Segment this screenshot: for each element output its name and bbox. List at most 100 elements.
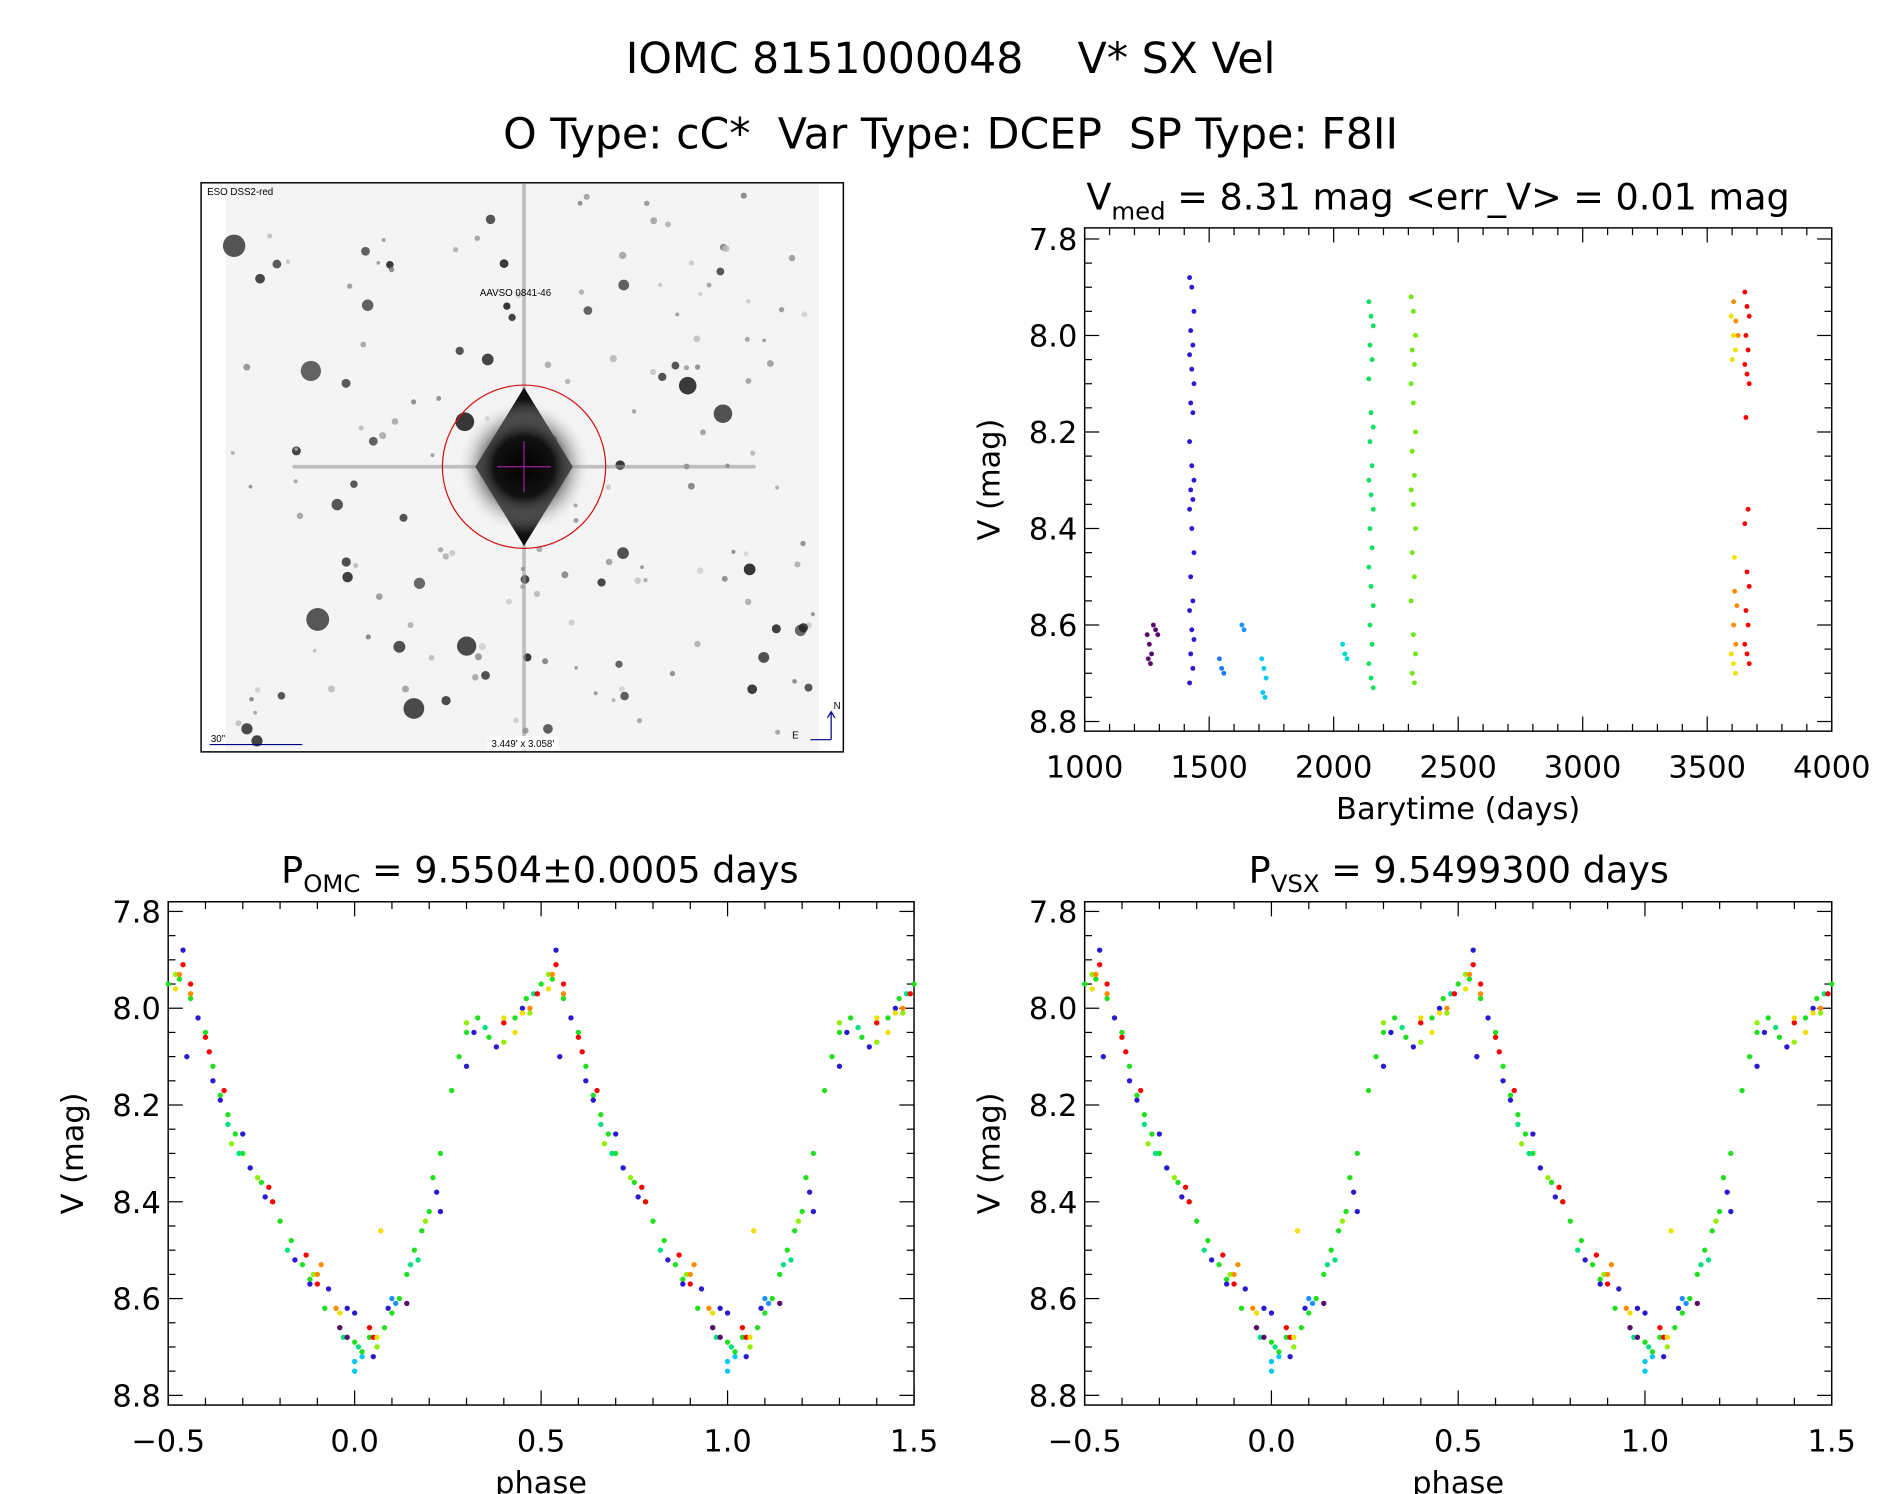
data-point [381, 1324, 388, 1331]
data-point [1365, 1087, 1372, 1094]
star [399, 513, 408, 522]
x-tick-label: 1.0 [703, 1424, 751, 1459]
data-point [1328, 1247, 1334, 1253]
star [341, 378, 351, 388]
data-point [1096, 947, 1103, 953]
star [481, 670, 490, 680]
data-point [493, 1044, 500, 1050]
data-point [519, 1010, 526, 1016]
data-point [1253, 1310, 1260, 1316]
star [381, 237, 386, 243]
data-point [1089, 971, 1095, 978]
data-point [351, 1368, 358, 1374]
data-point [613, 1131, 619, 1137]
data-point [627, 1174, 634, 1181]
data-point [598, 1121, 604, 1128]
data-point [1153, 627, 1159, 633]
data-point [448, 1087, 455, 1094]
x-tick-label: 0.0 [330, 1424, 378, 1459]
star [243, 363, 251, 371]
data-point [1344, 656, 1350, 662]
data-point [605, 1131, 611, 1137]
north-label: N [834, 701, 841, 712]
data-point [288, 1237, 294, 1244]
star [442, 553, 449, 560]
star [744, 336, 750, 342]
star [391, 418, 399, 425]
data-point [210, 1063, 216, 1069]
data-point [758, 1305, 764, 1311]
star [368, 436, 378, 446]
star [505, 598, 512, 605]
x-tick-label: 3500 [1668, 750, 1746, 785]
data-point [1188, 328, 1194, 334]
data-point [1189, 366, 1195, 372]
data-point [1515, 1111, 1521, 1118]
star [267, 233, 273, 239]
data-point [672, 1261, 679, 1268]
data-point [1302, 1305, 1308, 1311]
data-point [1642, 1339, 1648, 1345]
compass-icon [810, 710, 836, 741]
data-point [225, 1121, 231, 1128]
star [758, 651, 770, 663]
data-point [1368, 675, 1374, 681]
data-point [1367, 526, 1373, 531]
data-point [836, 1020, 843, 1026]
data-point [1191, 381, 1197, 387]
data-point [1500, 1063, 1506, 1069]
data-point [1409, 550, 1415, 556]
star [597, 578, 606, 587]
data-point [1440, 995, 1446, 1002]
data-point [557, 1053, 563, 1060]
survey-label: ESO DSS2-red [207, 187, 273, 198]
data-point [598, 1111, 604, 1118]
star [675, 312, 680, 317]
data-point [501, 1039, 507, 1045]
x-tick-label: 1500 [1170, 750, 1248, 785]
star [255, 273, 265, 284]
data-point [184, 1053, 190, 1060]
data-point [900, 1010, 906, 1016]
data-point [1754, 1020, 1760, 1026]
y-axis-title: V (mag) [972, 1092, 1007, 1214]
star [747, 684, 758, 695]
data-point [1380, 1063, 1387, 1069]
star [388, 266, 395, 273]
data-point [389, 1295, 395, 1302]
data-point [1261, 665, 1267, 671]
star [375, 593, 383, 600]
data-point [1477, 981, 1484, 987]
data-point [1189, 627, 1195, 633]
data-point [650, 1218, 656, 1224]
data-point [1190, 665, 1196, 671]
data-point [1190, 598, 1196, 604]
data-point [620, 1165, 626, 1171]
star [671, 361, 680, 370]
data-point [631, 1179, 638, 1186]
star [583, 306, 593, 315]
star [296, 512, 304, 520]
data-point [583, 1078, 589, 1084]
star [605, 558, 613, 566]
data-point [803, 1174, 809, 1181]
data-point [1089, 986, 1095, 992]
data-point [1187, 608, 1193, 613]
data-point [232, 1131, 239, 1137]
data-point [739, 1334, 746, 1340]
y-tick-label: 8.6 [1029, 1283, 1077, 1318]
data-point [1733, 641, 1739, 647]
x-tick-label: 1.5 [1808, 1424, 1856, 1459]
data-point [1403, 1034, 1409, 1040]
data-point [575, 1034, 582, 1040]
data-point [1492, 1029, 1499, 1036]
data-point [1368, 313, 1374, 319]
data-point [1672, 1324, 1678, 1331]
data-point [1526, 1150, 1532, 1157]
data-point [430, 1174, 436, 1181]
data-point [743, 1353, 749, 1360]
data-point [393, 1300, 399, 1307]
star [620, 691, 629, 701]
data-point [1219, 665, 1225, 671]
star [775, 729, 781, 735]
